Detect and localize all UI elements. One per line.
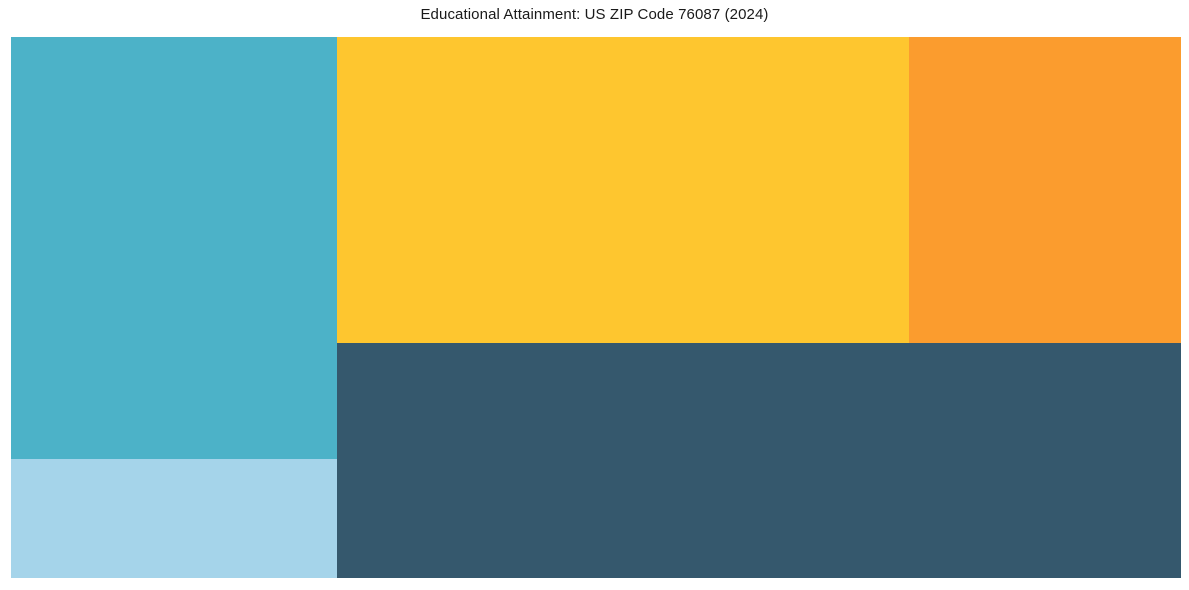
treemap-tile-bachelor-plus[interactable] bbox=[336, 342, 1181, 578]
treemap-tile-hs-or-less[interactable] bbox=[11, 37, 337, 459]
treemap-group-2 bbox=[336, 37, 1181, 578]
treemap-tile-some-college[interactable] bbox=[336, 37, 909, 343]
treemap-group-1 bbox=[11, 37, 337, 578]
treemap-tile-associate[interactable] bbox=[908, 37, 1181, 343]
chart-title: Educational Attainment: US ZIP Code 7608… bbox=[420, 6, 769, 23]
treemap-tile-no-hs[interactable] bbox=[11, 459, 337, 578]
treemap-plot-area bbox=[11, 37, 1181, 578]
